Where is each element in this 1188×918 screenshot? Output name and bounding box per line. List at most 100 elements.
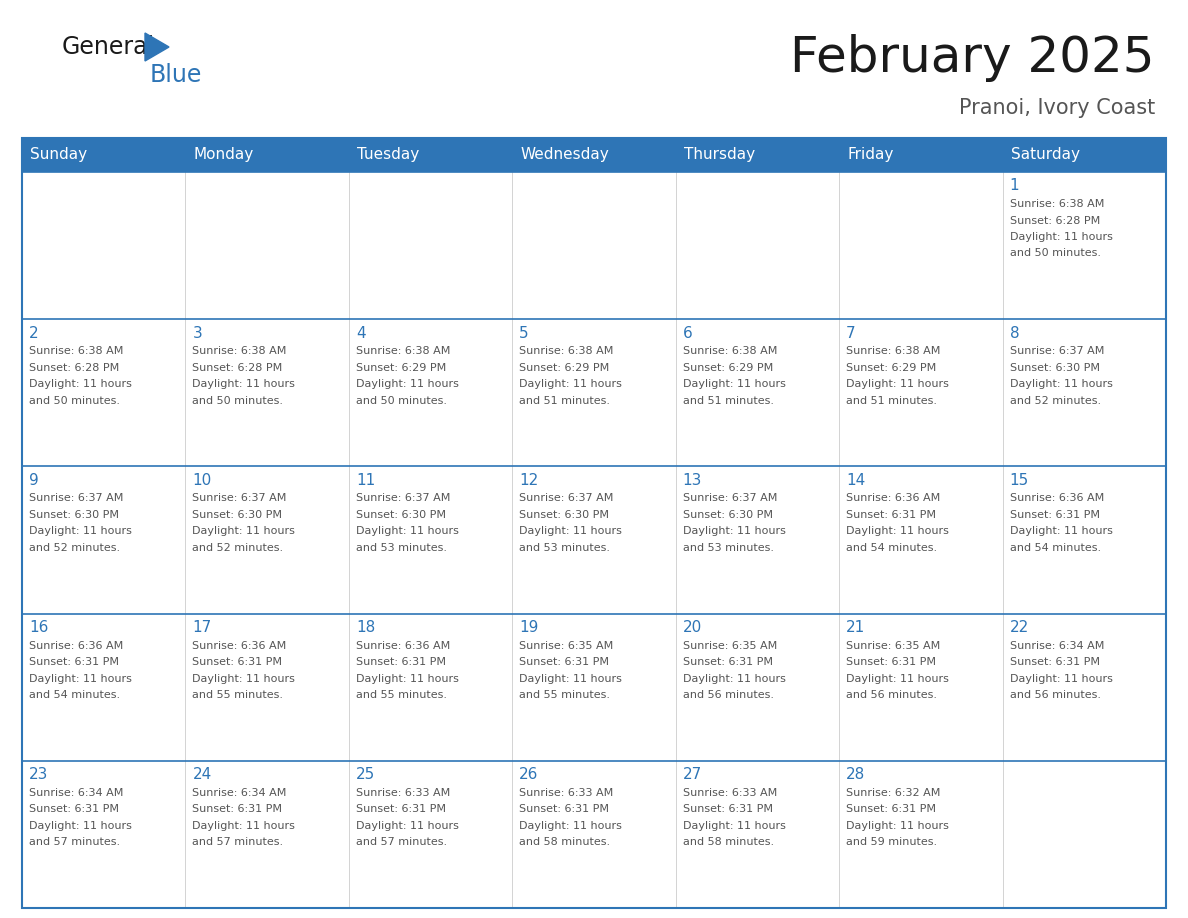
Bar [349,466,512,613]
Bar [185,613,349,761]
Text: Daylight: 11 hours: Daylight: 11 hours [356,821,459,831]
Bar [23,319,185,466]
Text: Sunset: 6:28 PM: Sunset: 6:28 PM [29,363,119,373]
Text: and 50 minutes.: and 50 minutes. [29,396,120,406]
Text: and 55 minutes.: and 55 minutes. [356,690,447,700]
Text: Sunrise: 6:32 AM: Sunrise: 6:32 AM [846,788,941,798]
Text: Sunrise: 6:38 AM: Sunrise: 6:38 AM [1010,199,1104,209]
Text: Sunset: 6:29 PM: Sunset: 6:29 PM [356,363,447,373]
Text: Daylight: 11 hours: Daylight: 11 hours [356,379,459,389]
Text: Sunset: 6:30 PM: Sunset: 6:30 PM [519,509,609,520]
Text: and 54 minutes.: and 54 minutes. [846,543,937,553]
Text: and 51 minutes.: and 51 minutes. [519,396,611,406]
Text: 14: 14 [846,473,865,487]
Bar [349,319,512,466]
Text: Daylight: 11 hours: Daylight: 11 hours [192,526,296,536]
Bar [676,613,839,761]
Text: Sunset: 6:30 PM: Sunset: 6:30 PM [1010,363,1100,373]
Text: Sunrise: 6:33 AM: Sunrise: 6:33 AM [683,788,777,798]
Text: 1: 1 [1010,178,1019,194]
Text: Sunset: 6:31 PM: Sunset: 6:31 PM [192,657,283,667]
Text: Sunset: 6:31 PM: Sunset: 6:31 PM [683,657,772,667]
Text: and 52 minutes.: and 52 minutes. [29,543,120,553]
Text: and 50 minutes.: and 50 minutes. [1010,249,1100,259]
Text: 18: 18 [356,620,375,635]
Text: Daylight: 11 hours: Daylight: 11 hours [683,674,785,684]
Text: Sunrise: 6:37 AM: Sunrise: 6:37 AM [192,493,286,503]
Text: Sunset: 6:31 PM: Sunset: 6:31 PM [683,804,772,814]
Text: Sunset: 6:28 PM: Sunset: 6:28 PM [192,363,283,373]
Bar [349,172,512,319]
Text: 28: 28 [846,767,865,782]
Text: and 50 minutes.: and 50 minutes. [192,396,284,406]
Bar [23,761,185,908]
Text: Daylight: 11 hours: Daylight: 11 hours [192,674,296,684]
Text: Sunrise: 6:38 AM: Sunrise: 6:38 AM [356,346,450,356]
Text: and 53 minutes.: and 53 minutes. [519,543,611,553]
Text: Sunrise: 6:34 AM: Sunrise: 6:34 AM [1010,641,1104,651]
Text: 16: 16 [29,620,49,635]
Text: 2: 2 [29,326,39,341]
Text: Pranoi, Ivory Coast: Pranoi, Ivory Coast [959,98,1155,118]
Text: Thursday: Thursday [684,148,754,162]
Bar [512,613,676,761]
Text: Sunrise: 6:37 AM: Sunrise: 6:37 AM [683,493,777,503]
Text: Daylight: 11 hours: Daylight: 11 hours [846,379,949,389]
Bar [512,466,676,613]
Text: Sunset: 6:31 PM: Sunset: 6:31 PM [1010,509,1100,520]
Text: Daylight: 11 hours: Daylight: 11 hours [356,674,459,684]
Bar [185,761,349,908]
Text: 5: 5 [519,326,529,341]
Text: 11: 11 [356,473,375,487]
Text: General: General [62,35,156,59]
Text: Tuesday: Tuesday [356,148,419,162]
Text: Sunset: 6:31 PM: Sunset: 6:31 PM [519,657,609,667]
Bar [23,613,185,761]
Text: 3: 3 [192,326,202,341]
Text: Sunrise: 6:38 AM: Sunrise: 6:38 AM [519,346,614,356]
Text: Daylight: 11 hours: Daylight: 11 hours [356,526,459,536]
Text: Daylight: 11 hours: Daylight: 11 hours [519,379,623,389]
Bar [23,138,1165,172]
Bar [676,319,839,466]
Text: Sunrise: 6:37 AM: Sunrise: 6:37 AM [1010,346,1104,356]
Text: 13: 13 [683,473,702,487]
Text: and 50 minutes.: and 50 minutes. [356,396,447,406]
Text: Sunset: 6:31 PM: Sunset: 6:31 PM [846,657,936,667]
Text: Sunrise: 6:36 AM: Sunrise: 6:36 AM [846,493,941,503]
Text: and 53 minutes.: and 53 minutes. [683,543,773,553]
Text: 8: 8 [1010,326,1019,341]
Text: and 57 minutes.: and 57 minutes. [192,837,284,847]
Bar [23,138,1165,908]
Text: Sunrise: 6:35 AM: Sunrise: 6:35 AM [846,641,941,651]
Text: and 55 minutes.: and 55 minutes. [192,690,284,700]
Text: and 56 minutes.: and 56 minutes. [1010,690,1100,700]
Text: 21: 21 [846,620,865,635]
Text: Sunset: 6:29 PM: Sunset: 6:29 PM [683,363,773,373]
Bar [512,172,676,319]
Text: Sunrise: 6:38 AM: Sunrise: 6:38 AM [29,346,124,356]
Text: and 54 minutes.: and 54 minutes. [29,690,120,700]
Bar [23,172,185,319]
Text: 19: 19 [519,620,538,635]
Bar [839,319,1003,466]
Text: and 52 minutes.: and 52 minutes. [1010,396,1101,406]
Text: 15: 15 [1010,473,1029,487]
Text: Sunset: 6:31 PM: Sunset: 6:31 PM [846,509,936,520]
Text: Sunrise: 6:34 AM: Sunrise: 6:34 AM [29,788,124,798]
Text: Sunrise: 6:35 AM: Sunrise: 6:35 AM [683,641,777,651]
Bar [185,319,349,466]
Bar [1003,761,1165,908]
Text: 10: 10 [192,473,211,487]
Text: Sunrise: 6:38 AM: Sunrise: 6:38 AM [192,346,286,356]
Text: Sunset: 6:29 PM: Sunset: 6:29 PM [519,363,609,373]
Text: Sunday: Sunday [30,148,87,162]
Text: Sunset: 6:31 PM: Sunset: 6:31 PM [192,804,283,814]
Text: Sunset: 6:28 PM: Sunset: 6:28 PM [1010,216,1100,226]
Text: Sunrise: 6:35 AM: Sunrise: 6:35 AM [519,641,613,651]
Text: Sunrise: 6:37 AM: Sunrise: 6:37 AM [519,493,614,503]
Bar [1003,319,1165,466]
Text: Daylight: 11 hours: Daylight: 11 hours [683,821,785,831]
Text: Sunrise: 6:36 AM: Sunrise: 6:36 AM [1010,493,1104,503]
Text: and 51 minutes.: and 51 minutes. [683,396,773,406]
